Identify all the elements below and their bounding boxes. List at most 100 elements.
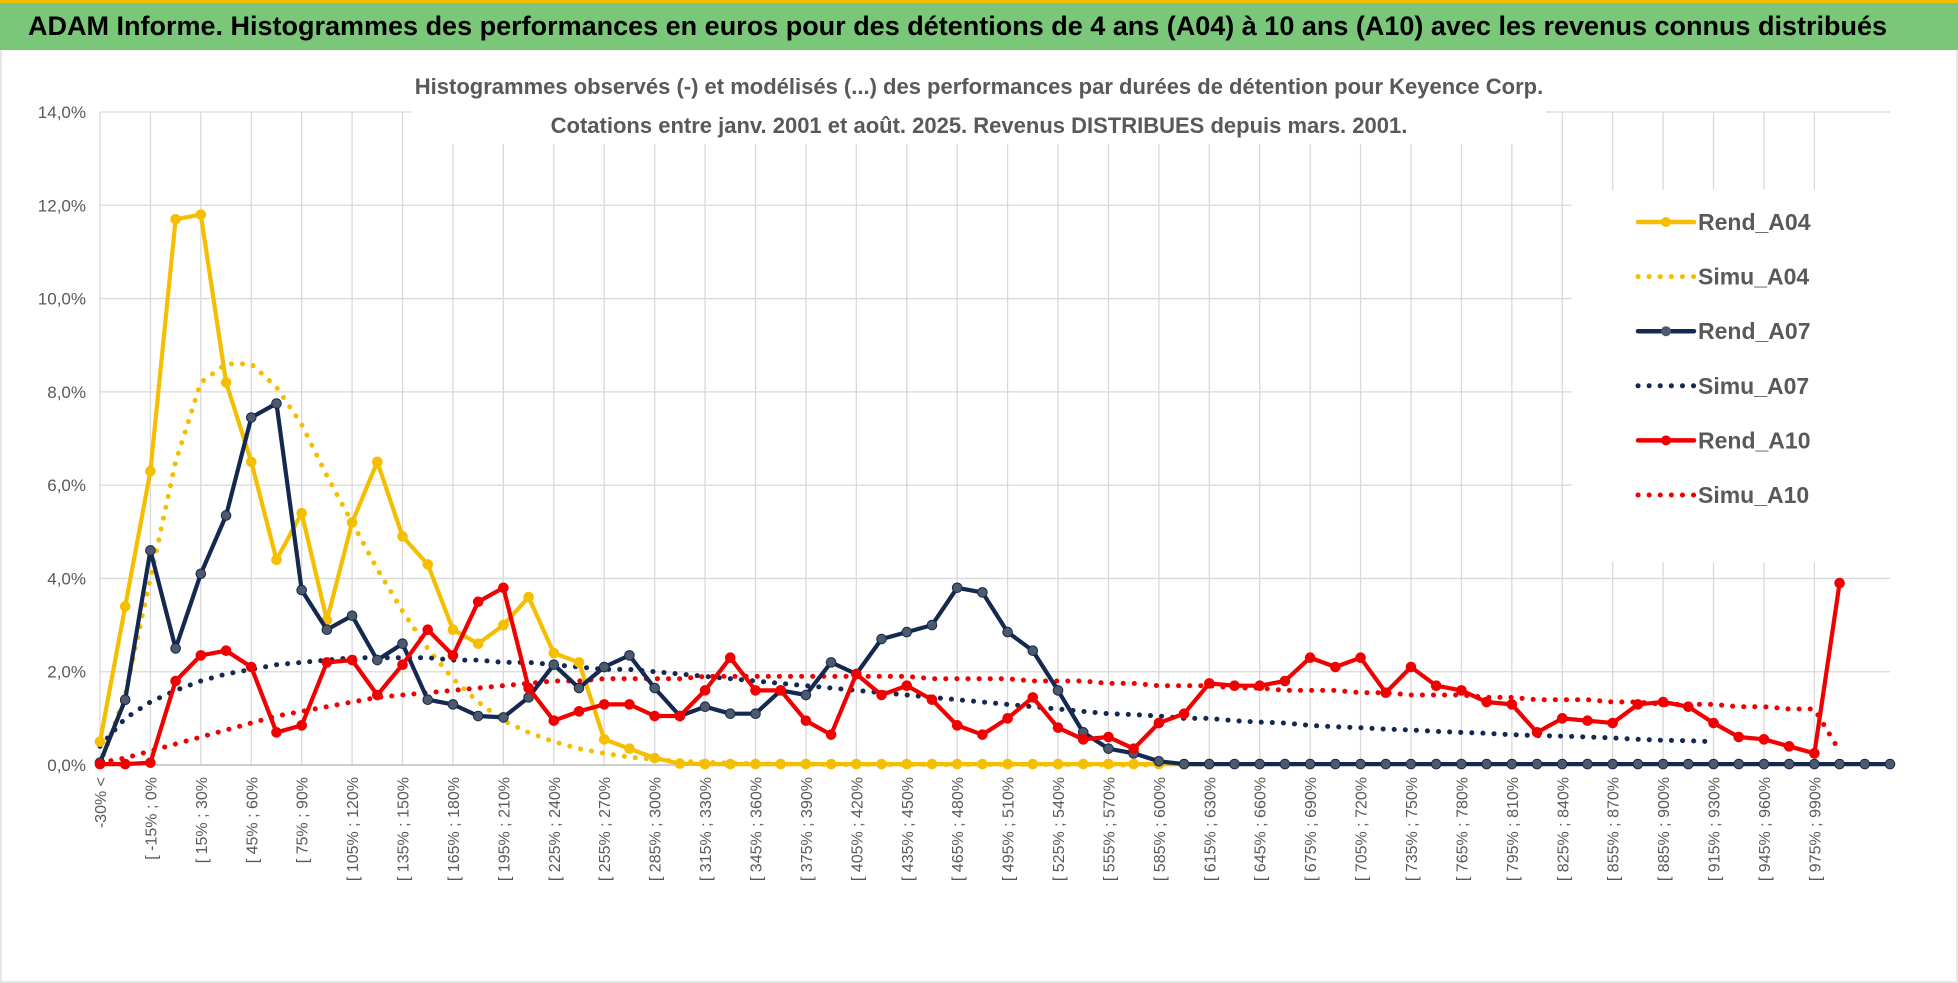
data-point-Rend_A07 bbox=[977, 587, 988, 598]
legend-marker bbox=[1661, 217, 1671, 227]
data-point-Rend_A07 bbox=[1178, 758, 1190, 770]
data-point-Rend_A10 bbox=[1683, 701, 1694, 712]
data-point-Rend_A10 bbox=[750, 685, 761, 696]
data-point-Rend_A04 bbox=[775, 758, 787, 770]
report-banner: ADAM Informe. Histogrammes des performan… bbox=[0, 0, 1958, 50]
data-point-Rend_A04 bbox=[397, 531, 408, 542]
legend-item-Rend_A10: Rend_A10 bbox=[1635, 427, 1810, 453]
data-point-Rend_A10 bbox=[422, 624, 434, 636]
data-point-Rend_A07 bbox=[1027, 645, 1039, 657]
data-point-Rend_A04 bbox=[170, 213, 181, 225]
data-point-Rend_A10 bbox=[674, 710, 686, 722]
data-point-Rend_A10 bbox=[1708, 717, 1719, 729]
x-tick-label: [ 795% ; 810% bbox=[1505, 777, 1522, 881]
data-point-Rend_A04 bbox=[145, 465, 156, 477]
data-point-Rend_A07 bbox=[447, 699, 459, 710]
data-point-Rend_A10 bbox=[876, 689, 887, 701]
data-point-Rend_A04 bbox=[1002, 758, 1013, 770]
x-tick-label: [ 285% ; 300% bbox=[648, 777, 665, 881]
data-point-Rend_A10 bbox=[1103, 731, 1114, 743]
data-point-Rend_A07 bbox=[699, 701, 711, 712]
data-point-Rend_A07 bbox=[321, 624, 333, 636]
data-point-Rend_A04 bbox=[523, 591, 534, 603]
series-Simu_A04 bbox=[97, 361, 1162, 768]
data-point-Rend_A10 bbox=[699, 685, 711, 696]
x-tick-label: [ 105% ; 120% bbox=[345, 777, 362, 881]
data-point-Rend_A10 bbox=[1128, 743, 1139, 754]
data-point-Rend_A07 bbox=[800, 689, 812, 701]
x-tick-label: [ 405% ; 420% bbox=[849, 777, 866, 881]
data-point-Rend_A04 bbox=[598, 734, 610, 745]
data-point-Rend_A07 bbox=[296, 584, 307, 596]
data-point-Rend_A07 bbox=[220, 510, 232, 521]
x-tick-label: [ 135% ; 150% bbox=[396, 777, 413, 881]
data-point-Rend_A07 bbox=[119, 694, 131, 706]
legend-marker bbox=[1661, 326, 1671, 337]
legend-label: Rend_A07 bbox=[1698, 318, 1810, 344]
x-tick-label: [ 735% ; 750% bbox=[1404, 777, 1421, 881]
data-point-Rend_A07 bbox=[1683, 758, 1694, 770]
data-point-Rend_A04 bbox=[220, 377, 232, 388]
series-Simu_A10 bbox=[97, 673, 1843, 766]
data-point-Rend_A10 bbox=[1330, 661, 1341, 673]
data-point-Rend_A10 bbox=[1809, 748, 1820, 759]
legend-label: Rend_A10 bbox=[1698, 427, 1810, 453]
data-point-Rend_A04 bbox=[876, 758, 887, 770]
x-tick-label: [ -15% ; 0% bbox=[143, 777, 160, 860]
data-point-Rend_A10 bbox=[775, 685, 787, 696]
data-point-Rend_A07 bbox=[1708, 758, 1719, 770]
data-point-Rend_A10 bbox=[901, 680, 913, 692]
data-point-Rend_A04 bbox=[699, 758, 711, 770]
data-point-Rend_A10 bbox=[1783, 741, 1795, 752]
data-point-Rend_A07 bbox=[825, 657, 837, 668]
y-tick-label: 2,0% bbox=[47, 663, 86, 682]
data-point-Rend_A10 bbox=[145, 757, 156, 768]
data-point-Rend_A04 bbox=[472, 638, 484, 650]
data-point-Rend_A10 bbox=[472, 596, 484, 608]
data-point-Rend_A10 bbox=[1556, 713, 1568, 724]
x-tick-label: [ 585% ; 600% bbox=[1152, 777, 1169, 881]
report-title: ADAM Informe. Histogrammes des performan… bbox=[28, 11, 1888, 41]
chart-frame: Histogrammes observés (-) et modélisés (… bbox=[0, 50, 1958, 983]
data-point-Rend_A07 bbox=[1254, 758, 1266, 770]
data-point-Rend_A10 bbox=[498, 582, 509, 594]
y-tick-label: 12,0% bbox=[38, 196, 86, 215]
data-point-Rend_A10 bbox=[724, 652, 736, 664]
data-point-Rend_A04 bbox=[750, 758, 761, 770]
x-tick-label: [ 255% ; 270% bbox=[597, 777, 614, 881]
chart-title: Histogrammes observés (-) et modélisés (… bbox=[415, 74, 1543, 99]
data-point-Rend_A07 bbox=[195, 568, 207, 580]
series-lines bbox=[94, 209, 1896, 770]
data-point-Rend_A07 bbox=[1153, 755, 1165, 767]
data-point-Rend_A04 bbox=[649, 752, 660, 764]
data-point-Rend_A07 bbox=[598, 661, 610, 673]
data-point-Rend_A10 bbox=[523, 682, 534, 694]
data-point-Rend_A10 bbox=[119, 758, 131, 770]
x-tick-label: [ 765% ; 780% bbox=[1454, 777, 1471, 881]
data-point-Rend_A07 bbox=[573, 682, 585, 694]
data-point-Rend_A07 bbox=[346, 610, 358, 622]
legend-background bbox=[1572, 190, 1912, 562]
data-point-Rend_A07 bbox=[1733, 758, 1745, 770]
x-tick-label: [ 45% ; 60% bbox=[244, 777, 261, 863]
data-point-Rend_A07 bbox=[1355, 758, 1366, 770]
data-point-Rend_A07 bbox=[1607, 758, 1618, 770]
data-point-Rend_A07 bbox=[1859, 758, 1871, 770]
data-point-Rend_A04 bbox=[724, 758, 736, 770]
data-point-Rend_A04 bbox=[951, 758, 963, 770]
data-point-Rend_A10 bbox=[195, 650, 207, 661]
data-point-Rend_A07 bbox=[901, 626, 913, 638]
y-tick-label: 10,0% bbox=[38, 290, 86, 309]
data-point-Rend_A04 bbox=[422, 559, 434, 570]
data-point-Rend_A10 bbox=[271, 727, 282, 738]
data-point-Rend_A04 bbox=[372, 456, 383, 468]
data-point-Rend_A10 bbox=[1178, 708, 1190, 719]
data-point-Rend_A10 bbox=[1758, 734, 1770, 745]
x-tick-label: [ 555% ; 570% bbox=[1101, 777, 1118, 881]
data-point-Rend_A10 bbox=[977, 729, 988, 740]
data-point-Rend_A07 bbox=[1809, 758, 1820, 770]
data-point-Rend_A07 bbox=[1783, 758, 1795, 770]
data-point-Rend_A10 bbox=[1203, 678, 1215, 689]
x-tick-label: [ 195% ; 210% bbox=[496, 777, 513, 881]
data-point-Rend_A07 bbox=[1229, 758, 1240, 770]
